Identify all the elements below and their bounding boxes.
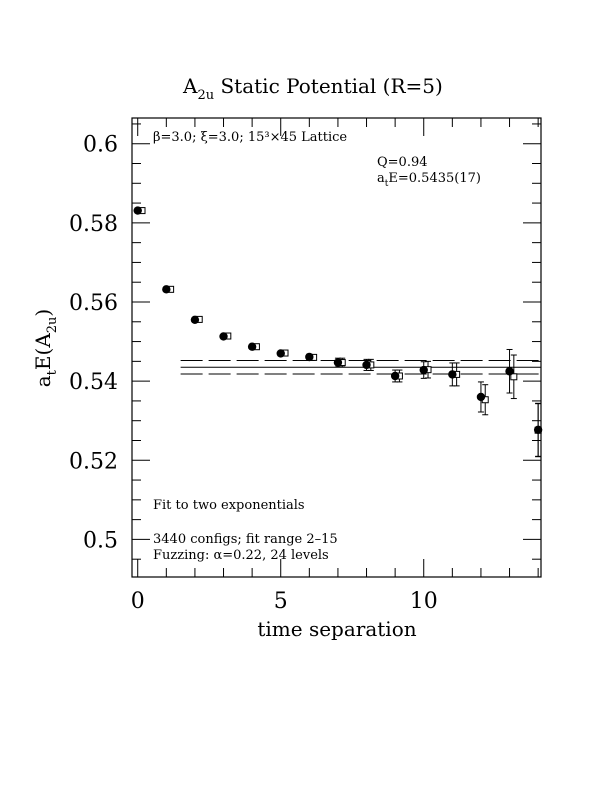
y-tick-label: 0.56 xyxy=(69,291,118,316)
data-point xyxy=(276,349,285,358)
lattice-annotation: β=3.0; ξ=3.0; 15³×45 Lattice xyxy=(153,130,347,145)
y-tick-label: 0.58 xyxy=(69,212,118,237)
tick-labels: 0.5 0.52 0.54 0.56 0.58 0.6 0 5 10 xyxy=(69,133,438,614)
data-point xyxy=(448,370,457,379)
q-annotation: Q=0.94 xyxy=(377,155,428,170)
data-point xyxy=(390,371,400,381)
x-axis-label: time separation xyxy=(257,617,416,641)
configs-annotation: 3440 configs; fit range 2–15 xyxy=(153,532,338,547)
chart-title: A2u Static Potential (R=5) xyxy=(182,74,443,103)
x-tick-label: 10 xyxy=(410,589,438,614)
data-point xyxy=(305,352,314,362)
series-filled-circles xyxy=(133,206,543,457)
y-axis-label: atE(A2u) xyxy=(31,309,60,388)
fuzzing-annotation: Fuzzing: α=0.22, 24 levels xyxy=(153,548,329,563)
data-point xyxy=(362,360,371,370)
fit-band xyxy=(180,360,541,375)
fit-annotation: Fit to two exponentials xyxy=(153,498,305,513)
y-tick-label: 0.6 xyxy=(83,133,118,158)
data-point xyxy=(510,373,518,381)
data-point xyxy=(162,285,171,294)
y-tick-label: 0.5 xyxy=(83,528,118,553)
data-point xyxy=(505,367,514,376)
data-point xyxy=(533,425,543,435)
data-point xyxy=(133,206,142,215)
data-point xyxy=(247,342,257,351)
y-tick-label: 0.54 xyxy=(69,370,118,395)
x-tick-label: 5 xyxy=(274,589,288,614)
data-point xyxy=(476,392,486,402)
axis-ticks xyxy=(132,118,541,577)
data-point xyxy=(190,315,200,325)
data-point xyxy=(219,332,228,341)
series-open-squares xyxy=(138,207,542,458)
data-point xyxy=(333,358,343,367)
energy-annotation: atE=0.5435(17) xyxy=(377,171,481,189)
x-tick-label: 0 xyxy=(131,589,145,614)
plot-frame xyxy=(131,117,542,578)
data-point xyxy=(419,365,428,375)
y-tick-label: 0.52 xyxy=(69,449,118,474)
